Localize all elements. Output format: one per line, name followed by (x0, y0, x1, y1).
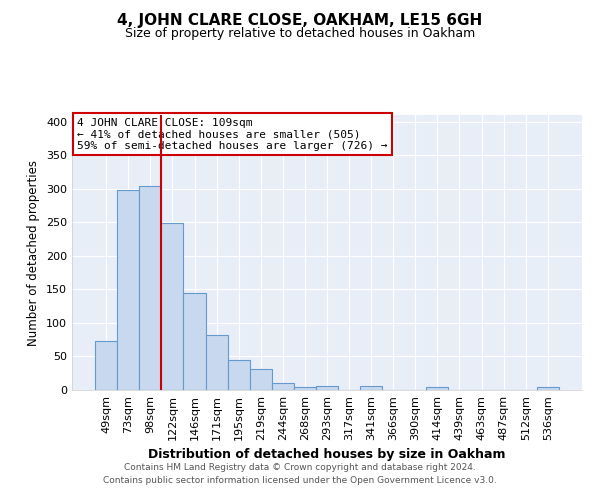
Text: Contains HM Land Registry data © Crown copyright and database right 2024.: Contains HM Land Registry data © Crown c… (124, 464, 476, 472)
Text: 4 JOHN CLARE CLOSE: 109sqm
← 41% of detached houses are smaller (505)
59% of sem: 4 JOHN CLARE CLOSE: 109sqm ← 41% of deta… (77, 118, 388, 151)
Text: Size of property relative to detached houses in Oakham: Size of property relative to detached ho… (125, 28, 475, 40)
Bar (184, 294, 206, 390)
Bar (294, 386, 316, 390)
Bar (427, 388, 448, 390)
Bar (139, 186, 161, 390)
Text: Contains public sector information licensed under the Open Government Licence v3: Contains public sector information licen… (103, 476, 497, 485)
Bar (360, 386, 382, 390)
Y-axis label: Number of detached properties: Number of detached properties (28, 160, 40, 346)
Bar (95, 341, 117, 390)
Bar (227, 360, 250, 390)
Bar (250, 368, 272, 390)
Bar (206, 335, 227, 390)
Bar (537, 388, 559, 390)
Bar (117, 190, 139, 390)
Text: 4, JOHN CLARE CLOSE, OAKHAM, LE15 6GH: 4, JOHN CLARE CLOSE, OAKHAM, LE15 6GH (118, 12, 482, 28)
Bar (316, 386, 338, 390)
X-axis label: Distribution of detached houses by size in Oakham: Distribution of detached houses by size … (148, 448, 506, 462)
Bar (272, 384, 294, 390)
Bar (161, 223, 184, 390)
